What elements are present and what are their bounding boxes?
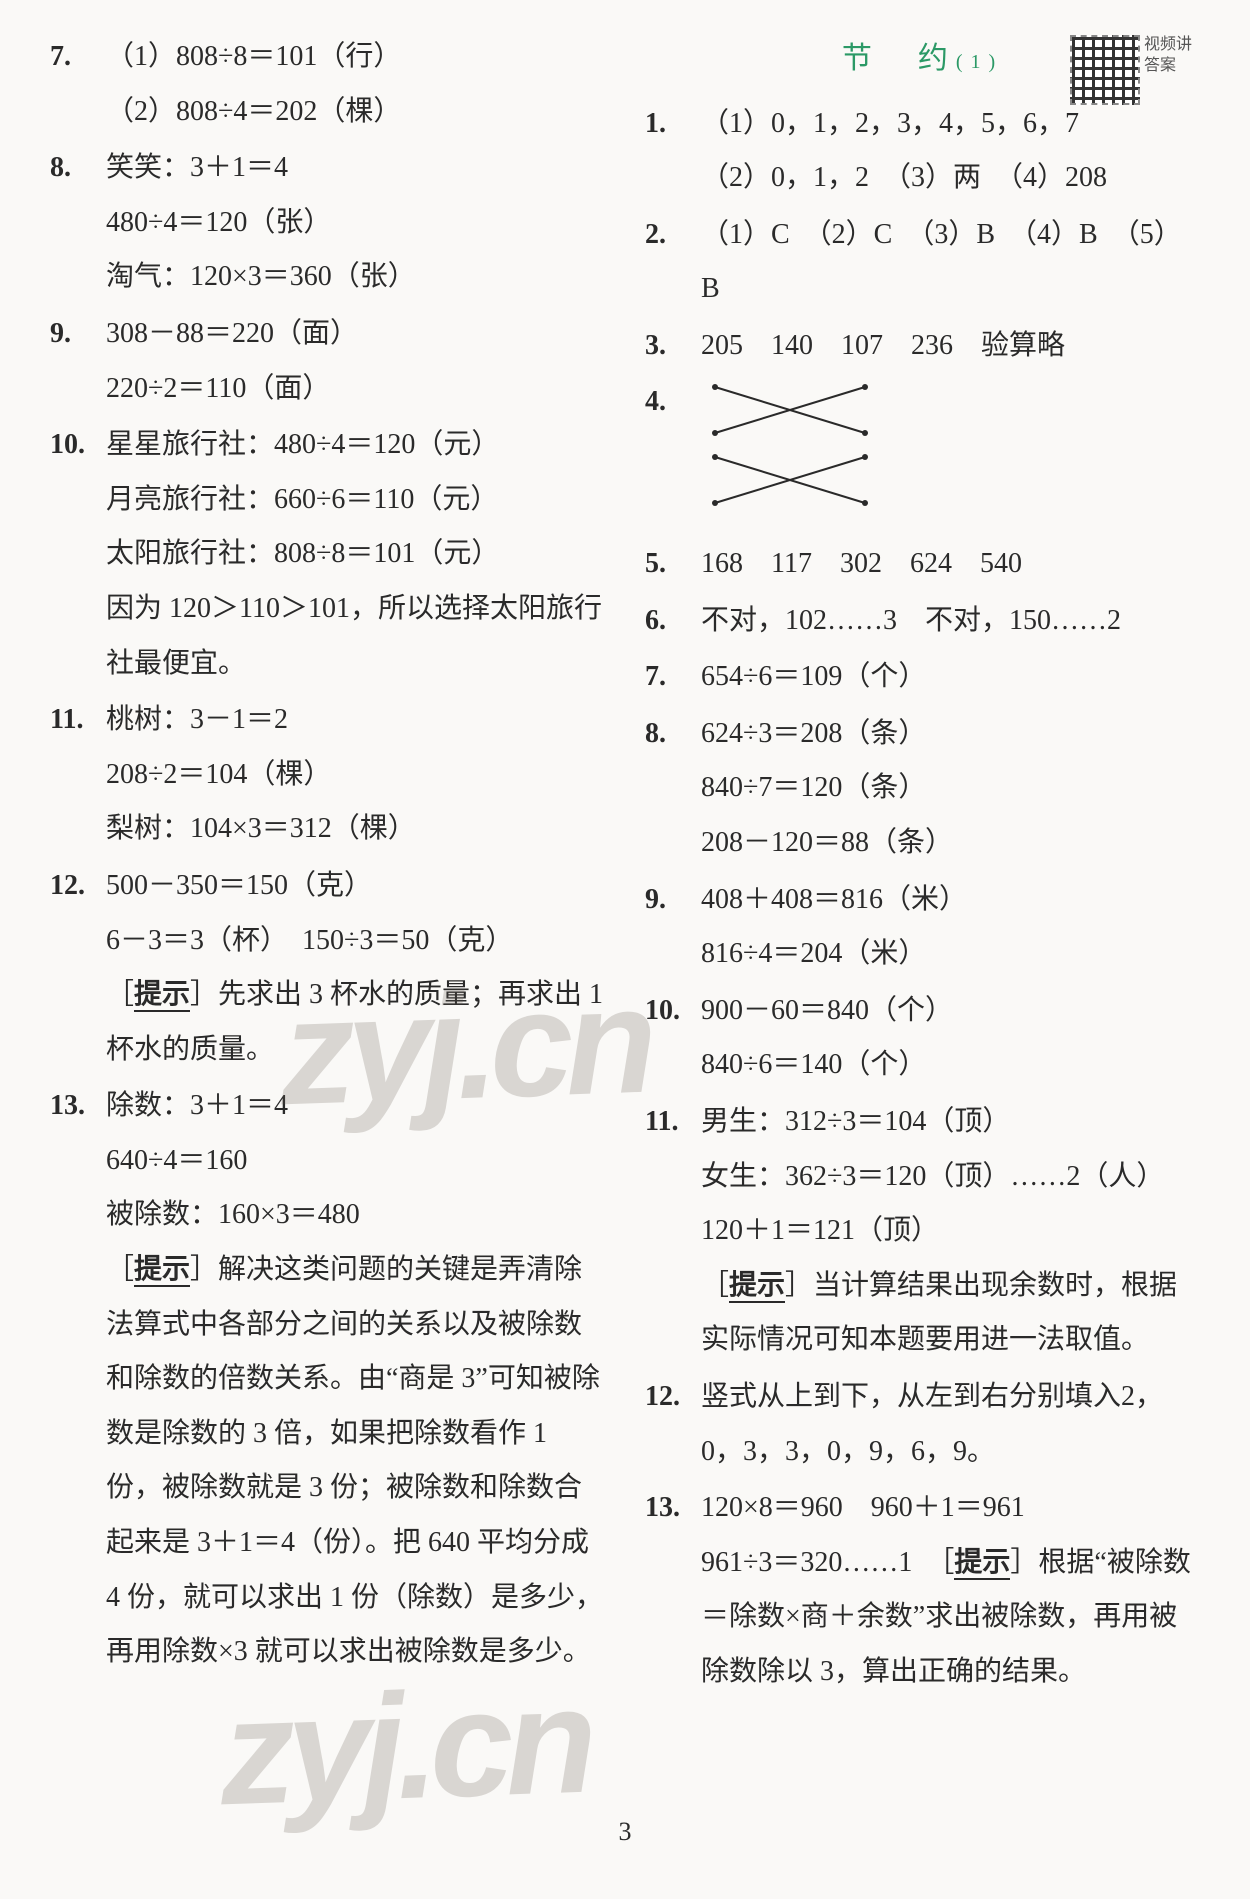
answer-r6: 6. 不对，102……3 不对，150……2 [645,594,1200,649]
answer-12: 12. 500－350＝150（克） 6－3＝3（杯） 150÷3＝50（克） … [50,859,605,1077]
text: 840÷6＝140（个） [701,1038,1200,1093]
q-num: 8. [50,141,106,305]
text: 桃树：3－1＝2 [106,693,605,748]
text: 220÷2＝110（面） [106,362,605,417]
right-column: 视频讲答案 节 约(1) 1. （1）0，1，2，3，4，5，6，7 （2）0，… [645,30,1200,1810]
text: （1）C （2）C （3）B （4）B （5）B [701,208,1200,317]
q-num: 4. [645,375,701,535]
text: 308－88＝220（面） [106,307,605,362]
text: 不对，102……3 不对，150……2 [701,594,1200,649]
qr-label: 视频讲答案 [1144,35,1200,77]
text: 梨树：104×3＝312（棵） [106,802,605,857]
q-num: 7. [50,30,106,139]
q-num: 7. [645,650,701,705]
hint-label: 提示 [729,1270,785,1303]
answer-7: 7. （1）808÷8＝101（行） （2）808÷4＝202（棵） [50,30,605,139]
answer-r4: 4. [645,375,1200,535]
q-num: 8. [645,707,701,871]
text: 654÷6＝109（个） [701,650,1200,705]
matching-diagram [705,375,875,515]
hint-label: 提示 [954,1547,1010,1580]
answer-r7: 7. 654÷6＝109（个） [645,650,1200,705]
answer-r8: 8. 624÷3＝208（条） 840÷7＝120（条） 208－120＝88（… [645,707,1200,871]
text: 816÷4＝204（米） [701,927,1200,982]
text: 淘气：120×3＝360（张） [106,250,605,305]
text: 120＋1＝121（顶） [701,1204,1200,1259]
text: 星星旅行社：480÷4＝120（元） [106,418,605,473]
text: 太阳旅行社：808÷8＝101（元） [106,527,605,582]
q-num: 5. [645,537,701,592]
text: 624÷3＝208（条） [701,707,1200,762]
text: （2）0，1，2 （3）两 （4）208 [701,151,1200,206]
text: （2）808÷4＝202（棵） [106,85,605,140]
q-num: 12. [50,859,106,1077]
qr-block: 视频讲答案 [1070,35,1200,115]
text: 500－350＝150（克） [106,859,605,914]
q-num: 13. [50,1079,106,1680]
text: ［提示］解决这类问题的关键是弄清除法算式中各部分之间的关系以及被除数和除数的倍数… [106,1243,605,1680]
q-num: 10. [50,418,106,691]
hint-label: 提示 [134,1254,190,1287]
text: 因为 120＞110＞101，所以选择太阳旅行社最便宜。 [106,582,605,691]
q-num: 12. [645,1370,701,1479]
text: 除数：3＋1＝4 [106,1079,605,1134]
answer-11: 11. 桃树：3－1＝2 208÷2＝104（棵） 梨树：104×3＝312（棵… [50,693,605,857]
answer-r12: 12. 竖式从上到下，从左到右分别填入2，0，3，3，0，9，6，9。 [645,1370,1200,1479]
q-num: 11. [645,1095,701,1368]
text: 640÷4＝160 [106,1134,605,1189]
answer-r3: 3. 205 140 107 236 验算略 [645,319,1200,374]
text: ［提示］先求出 3 杯水的质量；再求出 1 杯水的质量。 [106,968,605,1077]
answer-13: 13. 除数：3＋1＝4 640÷4＝160 被除数：160×3＝480 ［提示… [50,1079,605,1680]
q-num: 10. [645,984,701,1093]
text: 竖式从上到下，从左到右分别填入2，0，3，3，0，9，6，9。 [701,1370,1200,1479]
text: 120×8＝960 960＋1＝961 [701,1481,1200,1536]
q-num: 1. [645,97,701,206]
text: （1）808÷8＝101（行） [106,30,605,85]
text: 月亮旅行社：660÷6＝110（元） [106,473,605,528]
answer-r11: 11. 男生：312÷3＝104（顶） 女生：362÷3＝120（顶）……2（人… [645,1095,1200,1368]
qr-code-icon [1070,35,1140,105]
text: 961÷3＝320……1 ［提示］根据“被除数＝除数×商＋余数”求出被除数，再用… [701,1536,1200,1700]
text: 408＋408＝816（米） [701,873,1200,928]
q-num: 2. [645,208,701,317]
q-num: 6. [645,594,701,649]
answer-r13: 13. 120×8＝960 960＋1＝961 961÷3＝320……1 ［提示… [645,1481,1200,1699]
answer-r9: 9. 408＋408＝816（米） 816÷4＝204（米） [645,873,1200,982]
hint-label: 提示 [134,979,190,1012]
q-num: 11. [50,693,106,857]
text: 205 140 107 236 验算略 [701,319,1200,374]
text: 480÷4＝120（张） [106,196,605,251]
answer-r5: 5. 168 117 302 624 540 [645,537,1200,592]
text: 208－120＝88（条） [701,816,1200,871]
text: ［提示］当计算结果出现余数时，根据实际情况可知本题要用进一法取值。 [701,1259,1200,1368]
text: 女生：362÷3＝120（顶）……2（人） [701,1150,1200,1205]
text: 男生：312÷3＝104（顶） [701,1095,1200,1150]
answer-r10: 10. 900－60＝840（个） 840÷6＝140（个） [645,984,1200,1093]
text: 168 117 302 624 540 [701,537,1200,592]
q-num: 9. [50,307,106,416]
q-num: 3. [645,319,701,374]
answer-r2: 2. （1）C （2）C （3）B （4）B （5）B [645,208,1200,317]
page-number: 3 [619,1807,632,1858]
text: 840÷7＝120（条） [701,761,1200,816]
answer-8: 8. 笑笑：3＋1＝4 480÷4＝120（张） 淘气：120×3＝360（张） [50,141,605,305]
q-num: 13. [645,1481,701,1699]
left-column: 7. （1）808÷8＝101（行） （2）808÷4＝202（棵） 8. 笑笑… [50,30,605,1810]
text: 被除数：160×3＝480 [106,1188,605,1243]
answer-10: 10. 星星旅行社：480÷4＝120（元） 月亮旅行社：660÷6＝110（元… [50,418,605,691]
text: 900－60＝840（个） [701,984,1200,1039]
answer-9: 9. 308－88＝220（面） 220÷2＝110（面） [50,307,605,416]
text: 6－3＝3（杯） 150÷3＝50（克） [106,914,605,969]
q-num: 9. [645,873,701,982]
text: 笑笑：3＋1＝4 [106,141,605,196]
text: 208÷2＝104（棵） [106,748,605,803]
